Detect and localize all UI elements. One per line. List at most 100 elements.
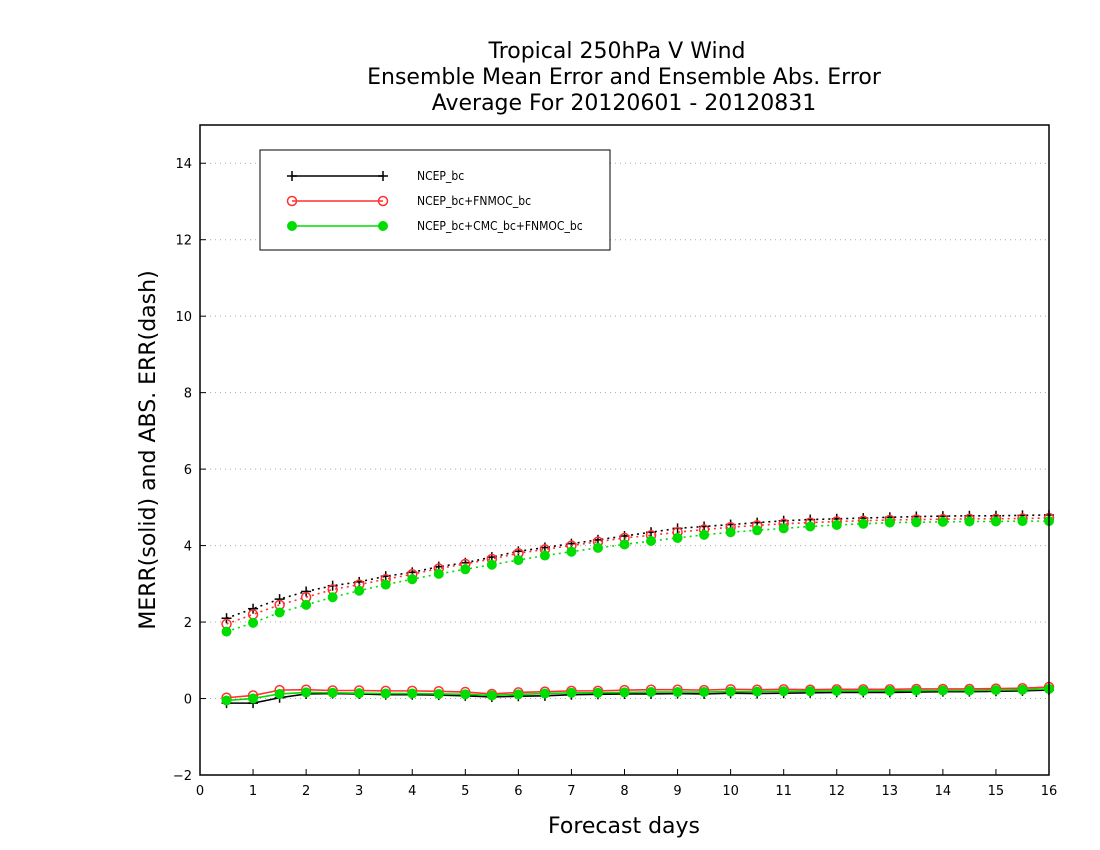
series-1-abs-err-point <box>301 586 312 597</box>
series-3-abs-err-point <box>248 617 259 628</box>
series-layer <box>221 510 1055 709</box>
legend-marker-end-3 <box>378 221 388 231</box>
x-tick-label: 13 <box>882 784 899 799</box>
series-1-abs-err-point <box>248 603 259 614</box>
x-tick-label: 5 <box>461 784 469 799</box>
series-3-abs-err-point <box>964 516 975 527</box>
y-tick-label: 2 <box>184 616 192 631</box>
series-3-abs-err-point <box>1017 516 1028 527</box>
y-tick-label: 8 <box>184 387 192 402</box>
series-3-abs-err-point <box>274 607 285 618</box>
legend-label-3: NCEP_bc+CMC_bc+FNMOC_bc <box>417 219 583 233</box>
x-tick-label: 15 <box>988 784 1005 799</box>
series-3-abs-err-point <box>221 626 232 637</box>
series-1-abs-err-point <box>274 594 285 605</box>
series-3-abs-err-point <box>592 542 603 553</box>
x-tick-label: 10 <box>722 784 739 799</box>
series-3-merr-point <box>778 686 789 697</box>
legend-marker-end-1 <box>378 171 388 181</box>
series-3-merr-point <box>964 685 975 696</box>
series-3-merr-point <box>699 687 710 698</box>
x-tick-label: 16 <box>1041 784 1058 799</box>
x-tick-label: 8 <box>620 784 628 799</box>
series-3-merr-point <box>460 689 471 700</box>
series-3-abs-err-point <box>911 517 922 528</box>
series-2 <box>221 512 1055 704</box>
series-1-abs-err-point <box>221 613 232 624</box>
series-3-abs-err-point <box>725 527 736 538</box>
series-3-merr-point <box>274 688 285 699</box>
series-3-abs-err-point <box>354 585 365 596</box>
series-3-abs-err-point <box>990 516 1001 527</box>
series-3-abs-err-point <box>831 519 842 530</box>
legend-marker-start-2 <box>286 195 298 207</box>
series-3-merr-point <box>539 688 550 699</box>
chart-title: Tropical 250hPa V Wind Ensemble Mean Err… <box>367 39 882 116</box>
series-3-abs-err-point <box>301 599 312 610</box>
legend: NCEP_bc NCEP_bc+FNMOC_bc NCEP_bc+CMC_bc+FN… <box>259 149 611 251</box>
series-3-merr-point <box>327 687 338 698</box>
x-tick-label: 12 <box>828 784 845 799</box>
series-3-abs-err-point <box>513 555 524 566</box>
series-3-abs-err-point <box>937 516 948 527</box>
series-3-merr-point <box>301 687 312 698</box>
series-3-abs-err-point <box>778 523 789 534</box>
series-3-abs-err-point <box>619 539 630 550</box>
legend-label-2: NCEP_bc+FNMOC_bc <box>417 194 531 208</box>
x-tick-label: 2 <box>302 784 310 799</box>
x-tick-label: 4 <box>408 784 416 799</box>
series-3-merr-point <box>725 686 736 697</box>
series-3-abs-err-point <box>407 574 418 585</box>
series-3-abs-err-point <box>460 564 471 575</box>
x-tick-label: 7 <box>567 784 575 799</box>
series-3-abs-err-point <box>858 518 869 529</box>
series-3-merr-point <box>407 688 418 699</box>
x-axis-label: Forecast days <box>548 814 700 839</box>
series-3-merr-point <box>752 686 763 697</box>
series-3-merr-point <box>805 686 816 697</box>
series-3-abs-err-point <box>884 517 895 528</box>
series-3-merr-point <box>592 687 603 698</box>
series-3-merr-point <box>884 685 895 696</box>
series-3-abs-err-point <box>646 536 657 546</box>
series-3-merr-point <box>831 685 842 696</box>
legend-marker-end-2 <box>377 195 389 207</box>
series-3 <box>221 516 1054 706</box>
y-tick-label: 14 <box>175 157 192 172</box>
series-3-merr-point <box>990 685 1001 696</box>
x-tick-label: 0 <box>196 784 204 799</box>
x-tick-label: 1 <box>249 784 257 799</box>
series-3-merr-point <box>566 687 577 698</box>
series-3-merr-point <box>354 688 365 699</box>
series-3-merr-point <box>248 693 259 704</box>
x-tick-label: 11 <box>775 784 792 799</box>
series-3-merr-point <box>911 685 922 696</box>
series-3-merr-point <box>380 688 391 699</box>
series-3-merr-point <box>672 687 683 698</box>
x-tick-label: 14 <box>935 784 952 799</box>
series-3-abs-err-point <box>380 579 391 590</box>
y-tick-label: −2 <box>173 769 192 784</box>
y-tick-label: 6 <box>184 463 192 478</box>
series-3-merr-point <box>646 687 657 698</box>
series-3-abs-err-point <box>805 521 816 532</box>
y-tick-label: 12 <box>175 234 192 249</box>
series-3-abs-err-point <box>566 546 577 557</box>
x-tick-label: 9 <box>673 784 681 799</box>
title-line-2: Ensemble Mean Error and Ensemble Abs. Er… <box>367 65 882 90</box>
series-3-merr-point <box>858 685 869 696</box>
y-tick-label: 4 <box>184 540 192 555</box>
x-axis: 0 1 2 3 4 5 6 7 8 9 10 11 12 13 14 15 16 <box>196 769 1057 799</box>
series-3-merr-point <box>937 685 948 696</box>
series-3-abs-err-point <box>752 525 763 536</box>
legend-marker-start-1 <box>287 171 297 181</box>
x-tick-label: 3 <box>355 784 363 799</box>
series-3-merr-point <box>433 688 444 699</box>
legend-label-1: NCEP_bc <box>417 169 464 183</box>
series-3-abs-err-point <box>433 568 444 579</box>
y-tick-label: 0 <box>184 693 192 708</box>
series-1-abs-err-line <box>226 514 1050 619</box>
legend-marker-start-3 <box>287 221 297 231</box>
series-3-merr-point <box>486 690 497 701</box>
